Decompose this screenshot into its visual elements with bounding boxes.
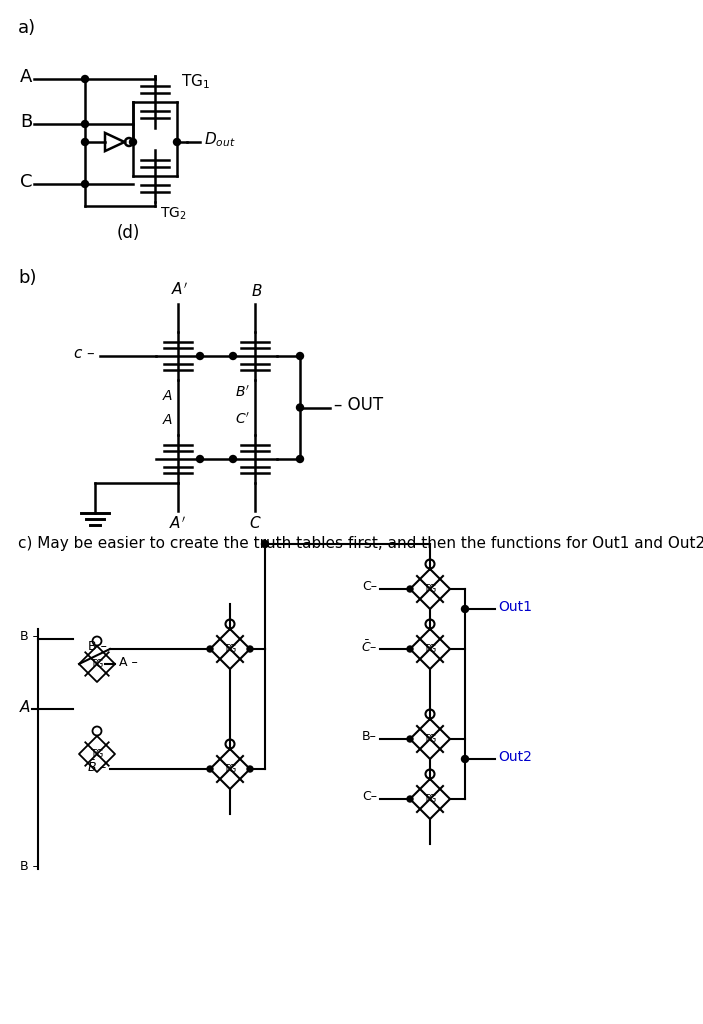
- Circle shape: [297, 352, 304, 359]
- Circle shape: [129, 138, 136, 145]
- Text: TG$_1$: TG$_1$: [181, 73, 210, 91]
- Text: A: A: [20, 699, 30, 715]
- Circle shape: [461, 605, 468, 612]
- Circle shape: [407, 646, 413, 652]
- Circle shape: [247, 766, 253, 772]
- Circle shape: [82, 180, 89, 187]
- Text: $C$: $C$: [249, 515, 262, 531]
- Circle shape: [82, 76, 89, 83]
- Text: (d): (d): [116, 224, 140, 242]
- Text: C–: C–: [362, 581, 377, 594]
- Text: $A$: $A$: [162, 388, 173, 402]
- Text: B –: B –: [20, 631, 39, 643]
- Text: $A'$: $A'$: [169, 515, 186, 531]
- Text: B: B: [20, 113, 32, 131]
- Text: C: C: [20, 173, 32, 191]
- Circle shape: [247, 646, 253, 652]
- Circle shape: [197, 352, 203, 359]
- Text: B–: B–: [362, 730, 377, 743]
- Text: $D_{out}$: $D_{out}$: [204, 131, 236, 150]
- Text: $B$: $B$: [251, 283, 263, 299]
- Text: $\bar{C}$–: $\bar{C}$–: [361, 639, 377, 654]
- Circle shape: [407, 736, 413, 742]
- Text: TG: TG: [224, 644, 237, 654]
- Text: TG: TG: [90, 659, 103, 669]
- Text: $B'$: $B'$: [235, 385, 250, 400]
- Text: b): b): [18, 269, 37, 287]
- Text: TG: TG: [423, 584, 437, 594]
- Text: B –: B –: [20, 860, 39, 873]
- Text: $c$ –: $c$ –: [73, 346, 95, 361]
- Text: TG: TG: [423, 794, 437, 804]
- Circle shape: [229, 456, 236, 463]
- Text: TG: TG: [423, 734, 437, 744]
- Text: TG: TG: [90, 749, 103, 759]
- Circle shape: [207, 646, 213, 652]
- Circle shape: [297, 456, 304, 463]
- Circle shape: [207, 766, 213, 772]
- Circle shape: [407, 586, 413, 592]
- Text: TG$_2$: TG$_2$: [160, 206, 186, 222]
- Text: $C'$: $C'$: [235, 412, 250, 427]
- Text: TG: TG: [224, 764, 237, 774]
- Circle shape: [461, 756, 468, 763]
- Text: A: A: [20, 68, 32, 86]
- Circle shape: [174, 138, 181, 145]
- Text: – OUT: – OUT: [334, 396, 383, 415]
- Circle shape: [197, 456, 203, 463]
- Text: C–: C–: [362, 791, 377, 804]
- Circle shape: [297, 404, 304, 411]
- Circle shape: [262, 541, 269, 548]
- Circle shape: [82, 138, 89, 145]
- Text: TG: TG: [423, 644, 437, 654]
- Circle shape: [407, 796, 413, 802]
- Text: a): a): [18, 19, 36, 37]
- Text: c) May be easier to create the truth tables first, and then the functions for Ou: c) May be easier to create the truth tab…: [18, 536, 703, 551]
- Text: B –: B –: [88, 640, 107, 653]
- Text: Out1: Out1: [498, 600, 532, 614]
- Text: A –: A –: [119, 655, 138, 669]
- Circle shape: [82, 121, 89, 128]
- Text: $A$: $A$: [162, 413, 173, 427]
- Text: $A'$: $A'$: [172, 282, 188, 298]
- Circle shape: [229, 352, 236, 359]
- Text: $\bar{B}$ –: $\bar{B}$ –: [86, 759, 107, 775]
- Text: Out2: Out2: [498, 750, 532, 764]
